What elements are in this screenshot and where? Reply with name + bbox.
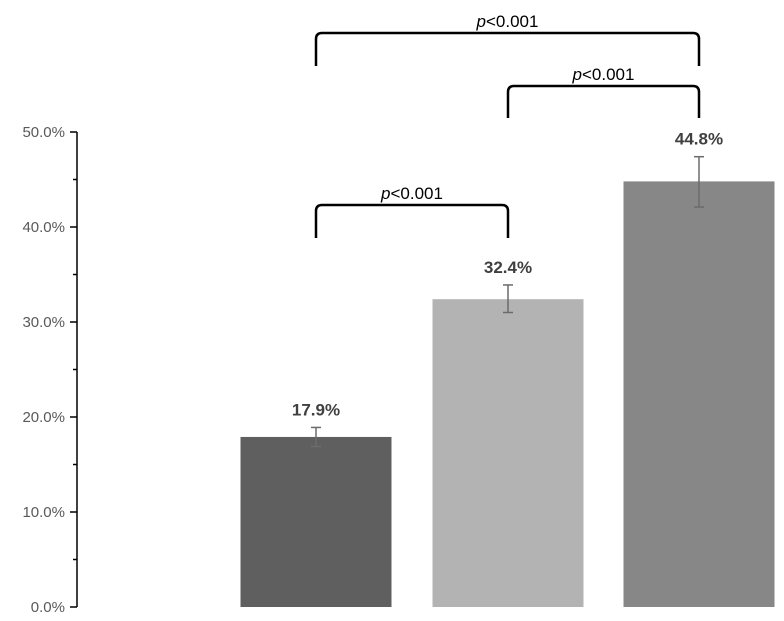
error-bar <box>311 426 321 448</box>
data-labels: 17.9% 32.4% 44.8% <box>292 130 723 420</box>
bar <box>240 436 392 607</box>
y-tick-label: 40.0% <box>22 219 65 236</box>
y-tick-label: 50.0% <box>22 124 65 141</box>
bar <box>432 299 584 607</box>
error-bar <box>694 155 704 208</box>
p-value-label: p<0.001 <box>380 184 443 203</box>
bars <box>240 181 775 607</box>
data-label: 32.4% <box>484 258 532 277</box>
p-value-label: p<0.001 <box>572 65 635 84</box>
y-tick-label: 10.0% <box>22 504 65 521</box>
bar <box>623 181 775 607</box>
data-label: 17.9% <box>292 400 340 419</box>
y-tick-label: 30.0% <box>22 314 65 331</box>
error-bars <box>311 155 704 448</box>
y-tick-label: 20.0% <box>22 409 65 426</box>
p-value-label: p<0.001 <box>476 12 539 31</box>
error-bar <box>503 284 513 314</box>
y-tick-label: 0.0% <box>31 599 65 616</box>
y-axis: 0.0% 10.0% 20.0% 30.0% 40.0% 50.0% <box>22 124 78 616</box>
significance-bracket <box>506 84 701 118</box>
significance-bracket <box>314 203 510 238</box>
significance-bracket <box>314 31 701 66</box>
significance-brackets: p<0.001 p<0.001 p<0.001 <box>314 12 701 238</box>
data-label: 44.8% <box>675 130 723 149</box>
